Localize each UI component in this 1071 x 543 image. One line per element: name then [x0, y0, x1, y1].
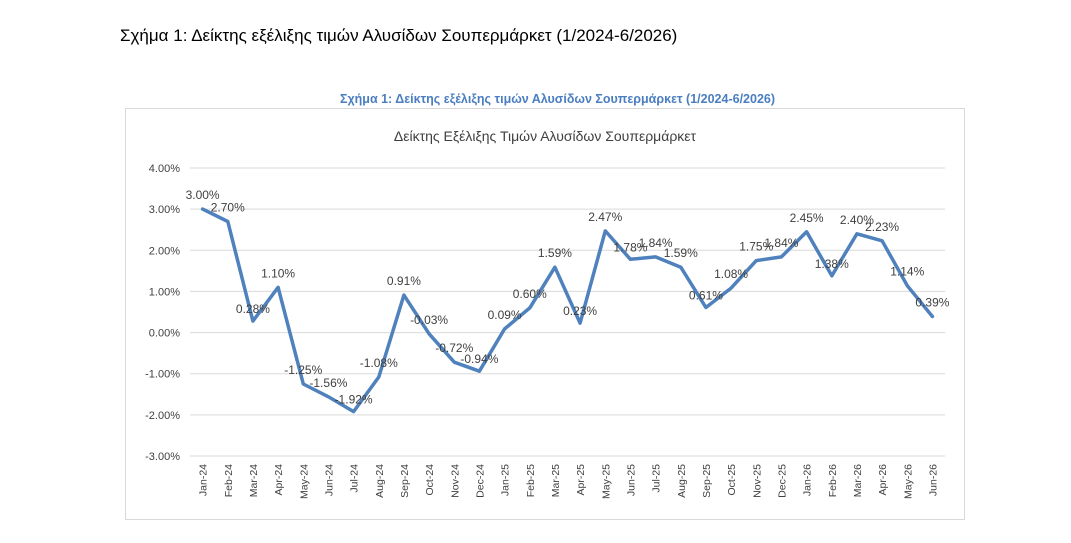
- y-tick-label: -1.00%: [145, 369, 180, 381]
- x-tick-label: Feb-26: [827, 464, 839, 497]
- x-tick-label: Apr-24: [273, 464, 285, 496]
- x-tick-label: Jun-26: [927, 464, 939, 496]
- x-tick-label: Jul-25: [651, 464, 663, 493]
- x-tick-label: Dec-24: [474, 464, 486, 498]
- series-line-group: [200, 207, 935, 414]
- figure-caption: Σχήμα 1: Δείκτης εξέλιξης τιμών Αλυσίδων…: [0, 92, 1071, 106]
- y-tick-label: 0.00%: [149, 328, 180, 340]
- data-label: 1.78%: [613, 240, 647, 254]
- data-label: 1.38%: [815, 257, 849, 271]
- data-label: 1.14%: [890, 265, 924, 279]
- x-tick-label: Mar-25: [550, 464, 562, 497]
- data-label: 1.59%: [664, 246, 698, 260]
- x-tick-label: Sep-25: [701, 464, 713, 498]
- x-tick-label: Mar-26: [852, 464, 864, 497]
- x-tick-label: Feb-24: [223, 464, 235, 497]
- data-label: -1.25%: [284, 363, 322, 377]
- x-tick-label: Sep-24: [399, 464, 411, 498]
- data-label: 0.91%: [387, 274, 421, 288]
- data-label: -1.56%: [309, 376, 347, 390]
- y-tick-label: 4.00%: [149, 163, 180, 175]
- x-tick-label: Jan-25: [500, 464, 512, 496]
- data-label: 2.45%: [790, 211, 824, 225]
- data-label: 0.60%: [513, 287, 547, 301]
- data-label: 2.23%: [865, 220, 899, 234]
- data-label: 2.40%: [840, 213, 874, 227]
- y-axis-ticks: 4.00% 3.00% 2.00% 1.00% 0.00% -1.00% -2.00% -3.…: [145, 163, 180, 463]
- data-label: 1.59%: [538, 246, 572, 260]
- document-caption: Σχήμα 1: Δείκτης εξέλιξης τιμών Αλυσίδων…: [120, 26, 678, 45]
- data-label: 0.28%: [236, 302, 270, 316]
- data-label: 1.84%: [639, 236, 673, 250]
- x-tick-label: Jan-24: [198, 464, 210, 496]
- data-label: -0.03%: [410, 313, 448, 327]
- x-tick-label: May-26: [902, 464, 914, 499]
- data-label: 2.70%: [211, 200, 245, 214]
- y-tick-label: 2.00%: [149, 245, 180, 257]
- data-label: 3.00%: [186, 188, 220, 202]
- data-label: -0.94%: [460, 352, 498, 366]
- x-tick-label: Jan-26: [802, 464, 814, 496]
- x-tick-label: Apr-25: [575, 464, 587, 496]
- x-tick-label: May-25: [600, 464, 612, 499]
- data-labels: 3.00%2.70% 0.28% 1.10% -1.25%-1.56% -1.92% -1…: [186, 188, 950, 406]
- data-label: 1.10%: [261, 266, 295, 280]
- chart-title: Δείκτης Εξέλιξης Τιμών Αλυσίδων Σουπερμά…: [394, 128, 697, 144]
- data-label: 1.75%: [739, 240, 773, 254]
- x-tick-label: Apr-26: [877, 464, 889, 496]
- x-tick-label: Nov-25: [751, 464, 763, 498]
- data-label: 2.47%: [588, 210, 622, 224]
- data-label: -1.92%: [335, 393, 373, 407]
- figure-caption-text: Σχήμα 1: Δείκτης εξέλιξης τιμών Αλυσίδων…: [339, 92, 776, 106]
- x-tick-label: May-24: [298, 464, 310, 499]
- x-tick-label: Mar-24: [248, 464, 260, 497]
- data-label: 1.84%: [764, 236, 798, 250]
- data-label: 1.08%: [714, 267, 748, 281]
- series-line: [200, 207, 935, 414]
- data-label: 0.23%: [563, 304, 597, 318]
- y-tick-label: 1.00%: [149, 286, 180, 298]
- y-tick-label: -3.00%: [145, 451, 180, 463]
- y-tick-label: -2.00%: [145, 410, 180, 422]
- y-tick-label: 3.00%: [149, 204, 180, 216]
- data-label: 0.09%: [488, 308, 522, 322]
- x-tick-label: Aug-24: [374, 464, 386, 498]
- data-label: 0.61%: [689, 288, 723, 302]
- x-tick-label: Aug-25: [676, 464, 688, 498]
- x-tick-label: Feb-25: [525, 464, 537, 497]
- data-label: -1.08%: [360, 356, 398, 370]
- x-tick-label: Oct-24: [424, 464, 436, 496]
- x-tick-label: Jun-24: [323, 464, 335, 496]
- x-tick-label: Oct-25: [726, 464, 738, 496]
- data-label: -0.72%: [435, 341, 473, 355]
- x-tick-label: Jul-24: [349, 464, 361, 493]
- x-axis-ticks: Jan-24 Feb-24 Mar-24 Apr-24 May-24 Jun-24 Jul-…: [198, 464, 940, 499]
- x-tick-label: Jun-25: [625, 464, 637, 496]
- x-tick-label: Dec-25: [776, 464, 788, 498]
- data-label: 0.39%: [915, 296, 949, 310]
- x-tick-label: Nov-24: [449, 464, 461, 498]
- chart-frame: [125, 108, 965, 520]
